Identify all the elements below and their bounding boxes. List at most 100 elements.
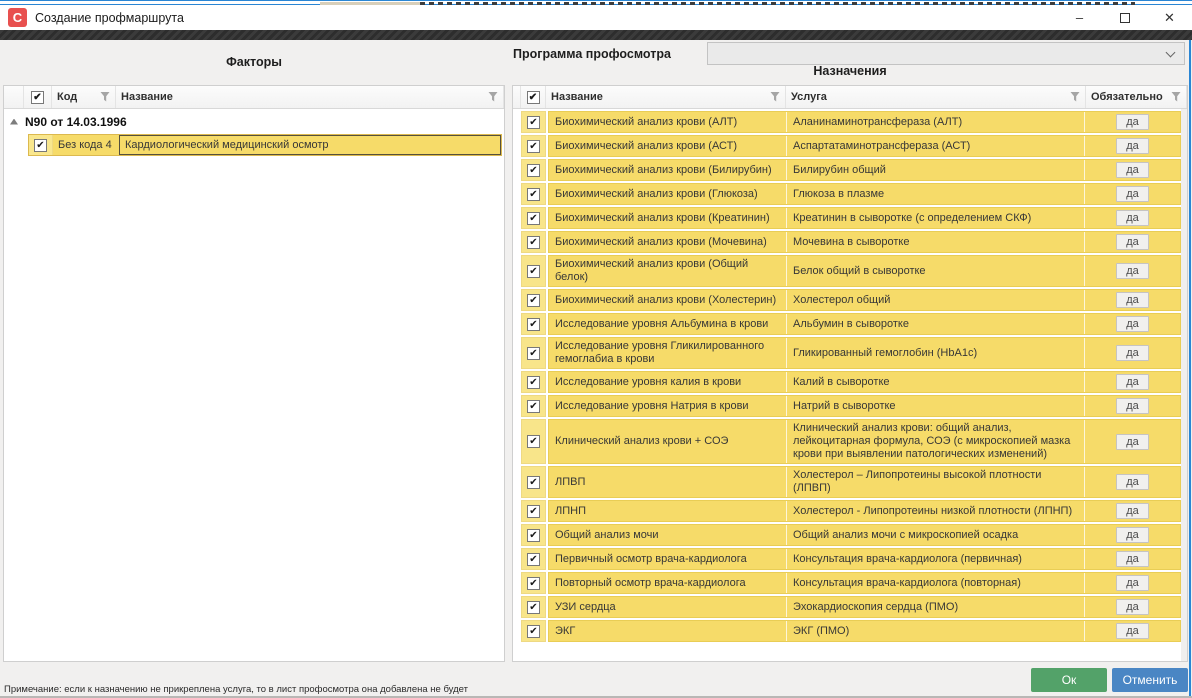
- assignment-name-cell[interactable]: Биохимический анализ крови (АЛТ): [549, 112, 787, 132]
- assignment-service-cell[interactable]: ЭКГ (ПМО): [787, 621, 1085, 641]
- required-badge[interactable]: да: [1116, 162, 1149, 178]
- assignment-name-cell[interactable]: Исследование уровня Гликилированного гем…: [549, 338, 787, 368]
- assignment-service-cell[interactable]: Эхокардиоскопия сердца (ПМО): [787, 597, 1085, 617]
- assignment-checkbox[interactable]: ✔: [521, 371, 546, 393]
- assignment-service-cell[interactable]: Общий анализ мочи с микроскопией осадка: [787, 525, 1085, 545]
- maximize-button[interactable]: [1102, 5, 1147, 30]
- assignment-checkbox[interactable]: ✔: [521, 500, 546, 522]
- assignment-service-cell[interactable]: Глюкоза в плазме: [787, 184, 1085, 204]
- ok-button[interactable]: Ок: [1031, 668, 1107, 692]
- assignment-required-cell[interactable]: да: [1085, 136, 1180, 156]
- assignment-required-cell[interactable]: да: [1085, 160, 1180, 180]
- assignment-checkbox[interactable]: ✔: [521, 159, 546, 181]
- assignment-name-cell[interactable]: Клинический анализ крови + СОЭ: [549, 420, 787, 463]
- assignment-checkbox[interactable]: ✔: [521, 231, 546, 253]
- assignment-checkbox[interactable]: ✔: [521, 135, 546, 157]
- assignment-name-cell[interactable]: Биохимический анализ крови (Глюкоза): [549, 184, 787, 204]
- required-badge[interactable]: да: [1116, 345, 1149, 361]
- required-badge[interactable]: да: [1116, 316, 1149, 332]
- required-badge[interactable]: да: [1116, 599, 1149, 615]
- assignment-checkbox[interactable]: ✔: [521, 207, 546, 229]
- assignment-name-cell[interactable]: Исследование уровня калия в крови: [549, 372, 787, 392]
- assignment-required-cell[interactable]: да: [1085, 525, 1180, 545]
- factor-code-cell[interactable]: Без кода 4: [58, 139, 112, 151]
- required-badge[interactable]: да: [1116, 210, 1149, 226]
- assignment-service-cell[interactable]: Консультация врача-кардиолога (повторная…: [787, 573, 1085, 593]
- factors-select-all-checkbox[interactable]: ✔: [24, 86, 52, 108]
- assignment-service-cell[interactable]: Консультация врача-кардиолога (первичная…: [787, 549, 1085, 569]
- assignment-checkbox[interactable]: ✔: [521, 183, 546, 205]
- assignment-service-cell[interactable]: Мочевина в сыворотке: [787, 232, 1085, 252]
- assignment-required-cell[interactable]: да: [1085, 314, 1180, 334]
- assignment-service-cell[interactable]: Холестерол - Липопротеины низкой плотнос…: [787, 501, 1085, 521]
- assignment-row[interactable]: ✔ Биохимический анализ крови (Мочевина) …: [521, 231, 1181, 253]
- factor-group-row[interactable]: N90 от 14.03.1996: [4, 109, 504, 134]
- assignment-row[interactable]: ✔ Биохимический анализ крови (Креатинин)…: [521, 207, 1181, 229]
- program-dropdown[interactable]: [707, 42, 1185, 65]
- assignment-service-cell[interactable]: Клинический анализ крови: общий анализ, …: [787, 420, 1085, 463]
- required-badge[interactable]: да: [1116, 474, 1149, 490]
- assignment-required-cell[interactable]: да: [1085, 396, 1180, 416]
- required-badge[interactable]: да: [1116, 503, 1149, 519]
- assignment-service-cell[interactable]: Холестерол общий: [787, 290, 1085, 310]
- assignment-service-cell[interactable]: Креатинин в сыворотке (с определением СК…: [787, 208, 1085, 228]
- assignment-row[interactable]: ✔ Общий анализ мочи Общий анализ мочи с …: [521, 524, 1181, 546]
- assignment-checkbox[interactable]: ✔: [521, 313, 546, 335]
- assignment-row[interactable]: ✔ Биохимический анализ крови (АСТ) Аспар…: [521, 135, 1181, 157]
- assignment-service-cell[interactable]: Альбумин в сыворотке: [787, 314, 1085, 334]
- assignment-required-cell[interactable]: да: [1085, 597, 1180, 617]
- assignment-name-cell[interactable]: Повторный осмотр врача-кардиолога: [549, 573, 787, 593]
- required-badge[interactable]: да: [1116, 433, 1149, 450]
- code-column-header[interactable]: Код: [52, 86, 116, 108]
- assignment-checkbox[interactable]: ✔: [521, 572, 546, 594]
- assignment-row[interactable]: ✔ Повторный осмотр врача-кардиолога Конс…: [521, 572, 1181, 594]
- assignment-name-cell[interactable]: Первичный осмотр врача-кардиолога: [549, 549, 787, 569]
- assignment-required-cell[interactable]: да: [1085, 290, 1180, 310]
- name-column-header[interactable]: Название: [116, 86, 504, 108]
- assignment-required-cell[interactable]: да: [1085, 232, 1180, 252]
- assignment-service-cell[interactable]: Калий в сыворотке: [787, 372, 1085, 392]
- assignment-name-cell[interactable]: Биохимический анализ крови (Билирубин): [549, 160, 787, 180]
- required-badge[interactable]: да: [1116, 114, 1149, 130]
- assignment-row[interactable]: ✔ УЗИ сердца Эхокардиоскопия сердца (ПМО…: [521, 596, 1181, 618]
- assignment-row[interactable]: ✔ Биохимический анализ крови (Общий бело…: [521, 255, 1181, 287]
- assignment-checkbox[interactable]: ✔: [521, 255, 546, 287]
- assignment-required-cell[interactable]: да: [1085, 338, 1180, 368]
- required-badge[interactable]: да: [1116, 623, 1149, 639]
- assignment-checkbox[interactable]: ✔: [521, 337, 546, 369]
- assignment-required-cell[interactable]: да: [1085, 420, 1180, 463]
- assignment-required-cell[interactable]: да: [1085, 573, 1180, 593]
- assignment-required-cell[interactable]: да: [1085, 208, 1180, 228]
- assignment-row[interactable]: ✔ Первичный осмотр врача-кардиолога Конс…: [521, 548, 1181, 570]
- assignment-row[interactable]: ✔ ЛПВП Холестерол – Липопротеины высокой…: [521, 466, 1181, 498]
- assignment-checkbox[interactable]: ✔: [521, 111, 546, 133]
- factor-name-cell-selected[interactable]: Кардиологический медицинский осмотр: [119, 135, 501, 155]
- assignment-row[interactable]: ✔ Биохимический анализ крови (Глюкоза) Г…: [521, 183, 1181, 205]
- assignment-required-cell[interactable]: да: [1085, 256, 1180, 286]
- service-column-header[interactable]: Услуга: [786, 86, 1086, 108]
- assignment-name-cell[interactable]: ЛПВП: [549, 467, 787, 497]
- filter-icon[interactable]: [488, 92, 498, 102]
- assignment-row[interactable]: ✔ Исследование уровня Натрия в крови Нат…: [521, 395, 1181, 417]
- required-badge[interactable]: да: [1116, 263, 1149, 279]
- assignment-required-cell[interactable]: да: [1085, 501, 1180, 521]
- assignment-row[interactable]: ✔ Исследование уровня Гликилированного г…: [521, 337, 1181, 369]
- assignment-required-cell[interactable]: да: [1085, 621, 1180, 641]
- assignment-name-cell[interactable]: Биохимический анализ крови (Креатинин): [549, 208, 787, 228]
- assignments-select-all-checkbox[interactable]: ✔: [521, 86, 546, 108]
- assignment-service-cell[interactable]: Аланинаминотрансфераза (АЛТ): [787, 112, 1085, 132]
- required-badge[interactable]: да: [1116, 551, 1149, 567]
- assignment-checkbox[interactable]: ✔: [521, 289, 546, 311]
- assignment-required-cell[interactable]: да: [1085, 549, 1180, 569]
- assignment-row[interactable]: ✔ Биохимический анализ крови (АЛТ) Алани…: [521, 111, 1181, 133]
- assignment-service-cell[interactable]: Натрий в сыворотке: [787, 396, 1085, 416]
- assignment-service-cell[interactable]: Билирубин общий: [787, 160, 1085, 180]
- filter-icon[interactable]: [1171, 92, 1181, 102]
- assignment-checkbox[interactable]: ✔: [521, 419, 546, 464]
- assignment-required-cell[interactable]: да: [1085, 372, 1180, 392]
- required-badge[interactable]: да: [1116, 292, 1149, 308]
- assignment-row[interactable]: ✔ Клинический анализ крови + СОЭ Клиниче…: [521, 419, 1181, 464]
- required-badge[interactable]: да: [1116, 234, 1149, 250]
- assignment-name-cell[interactable]: Биохимический анализ крови (Общий белок): [549, 256, 787, 286]
- assignment-checkbox[interactable]: ✔: [521, 620, 546, 642]
